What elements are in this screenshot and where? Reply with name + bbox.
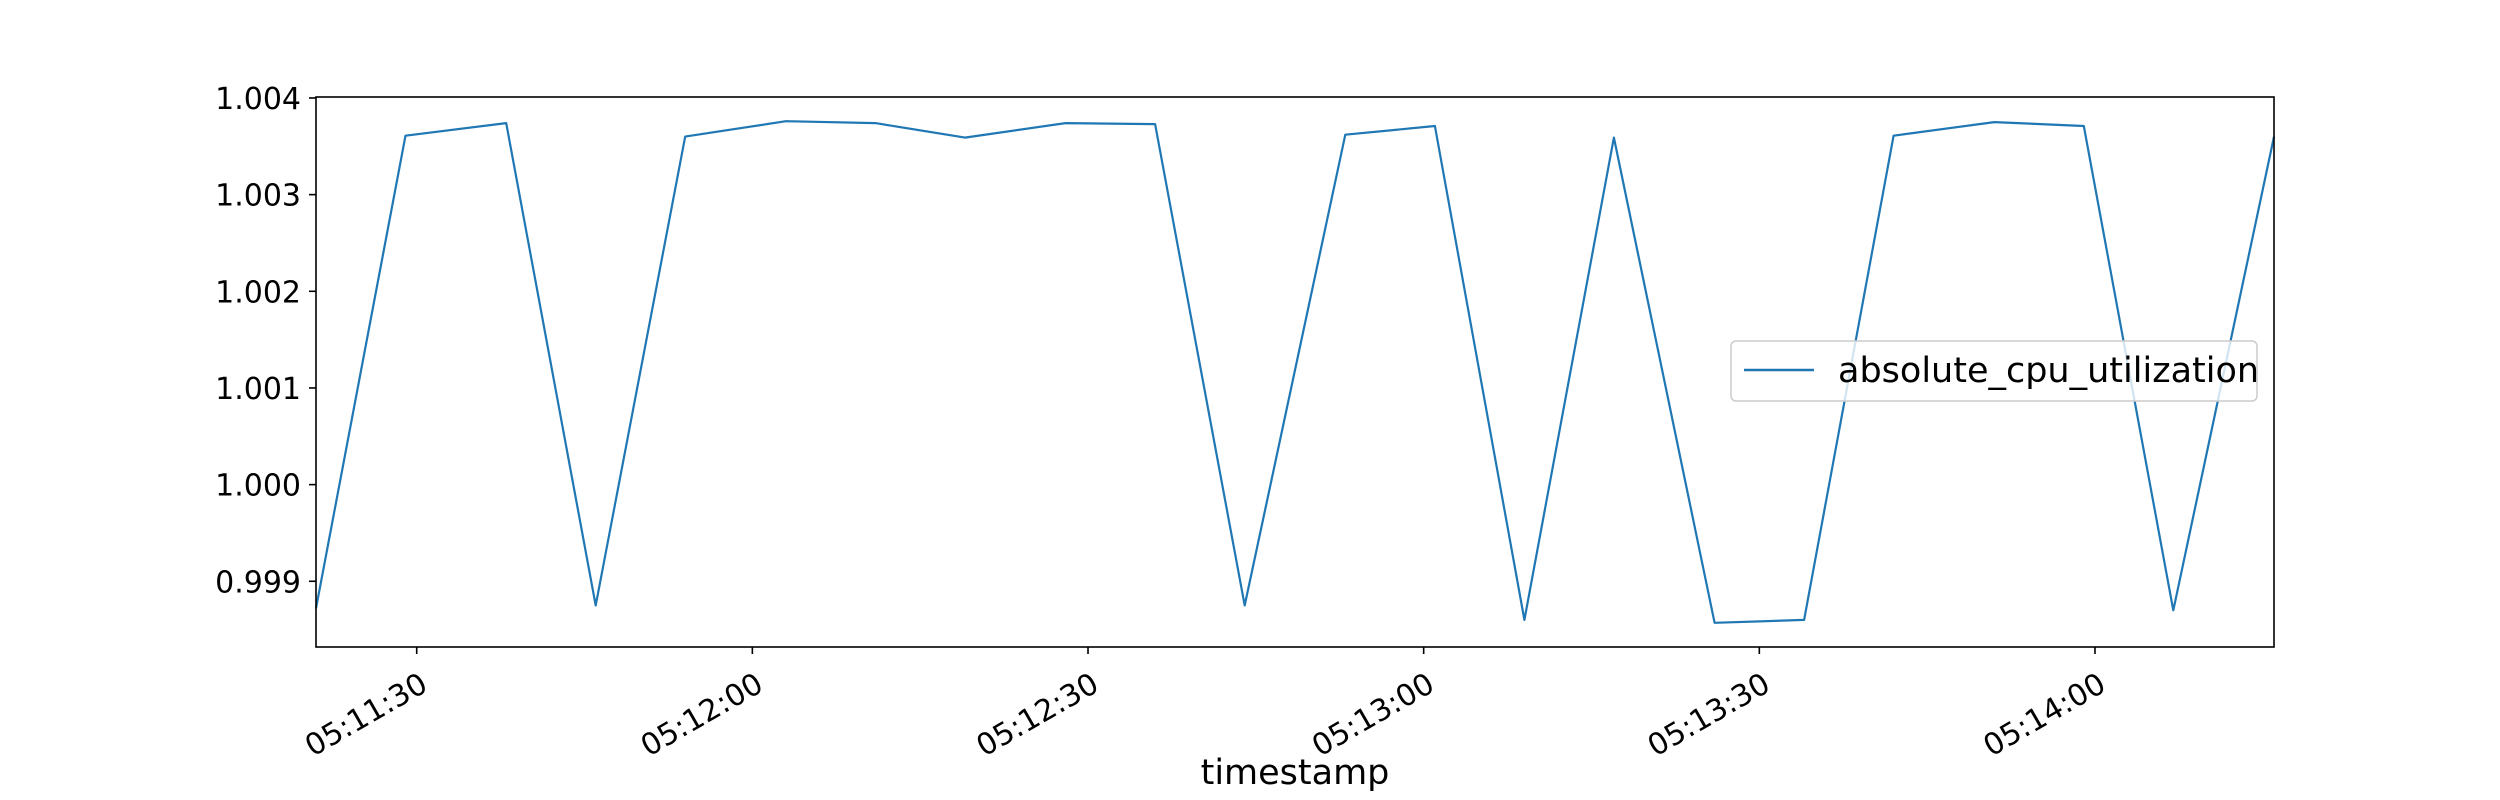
y-tick-label: 1.003 (215, 179, 301, 214)
y-tick-label: 1.001 (215, 372, 301, 407)
legend-series-label: absolute_cpu_utilization (1838, 351, 2259, 391)
plot-frame (315, 96, 2275, 648)
legend-box (1730, 340, 2258, 402)
series-layer (314, 120, 2276, 624)
y-axis-ticks: 0.999 1.000 1.001 1.002 1.003 1.004 (215, 82, 316, 600)
x-tick-label: 05:12:00 (635, 666, 769, 764)
x-axis-ticks: 05:11:30 05:12:00 05:12:30 05:13:00 05:13:30… (299, 647, 2112, 764)
y-tick-label: 0.999 (215, 565, 301, 600)
x-tick-label: 05:13:00 (1306, 666, 1440, 764)
x-tick-label: 05:12:30 (971, 666, 1105, 764)
y-tick-label: 1.002 (215, 275, 301, 310)
series-line-absolute_cpu_utilization (314, 120, 2276, 624)
x-tick-label: 05:14:00 (1978, 666, 2112, 764)
x-tick-label: 05:13:30 (1642, 666, 1776, 764)
legend: absolute_cpu_utilization (1730, 340, 2259, 402)
x-tick-label: 05:11:30 (299, 666, 433, 764)
y-tick-label: 1.000 (215, 469, 301, 504)
y-tick-label: 1.004 (215, 82, 301, 117)
x-axis-label: timestamp (1201, 753, 1390, 793)
